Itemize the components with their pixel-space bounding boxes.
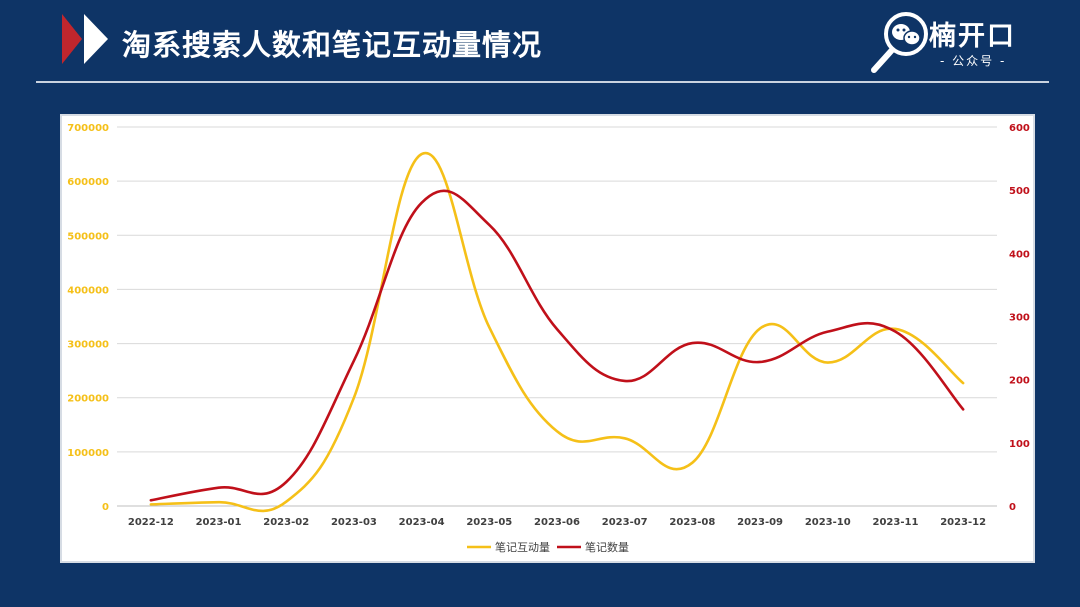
line-chart: 0 100000 200000 300000 400000 500000 600000 700…: [67, 123, 1030, 554]
x-tick-label: 2023-11: [873, 517, 919, 528]
x-tick-label: 2023-03: [331, 517, 377, 528]
series-line-1: [149, 151, 965, 513]
legend-label: 笔记数量: [585, 540, 629, 554]
triangle-logo-icon: [62, 14, 108, 64]
y-right-tick-label: 0: [1009, 502, 1016, 513]
x-tick-label: 2023-08: [669, 517, 715, 528]
y-left-tick-label: 100000: [67, 448, 109, 459]
y-left-tick-label: 700000: [67, 123, 109, 134]
y-left-tick-label: 600000: [67, 177, 109, 188]
y-right-tick-label: 500: [1009, 186, 1030, 197]
brand-subtitle: - 公众号 -: [940, 54, 1007, 68]
x-tick-label: 2023-06: [534, 517, 580, 528]
x-tick-label: 2023-12: [940, 517, 986, 528]
x-tick-label: 2023-10: [805, 517, 851, 528]
legend-label: 笔记互动量: [495, 540, 550, 554]
series-line-2: [149, 189, 965, 502]
y-left-tick-label: 400000: [67, 285, 109, 296]
x-tick-label: 2023-04: [399, 517, 445, 528]
y-right-tick-label: 200: [1009, 376, 1030, 387]
chart-panel: 0 100000 200000 300000 400000 500000 600000 700…: [60, 114, 1035, 563]
x-tick-label: 2023-05: [466, 517, 512, 528]
x-tick-label: 2023-09: [737, 517, 783, 528]
y-right-tick-label: 100: [1009, 439, 1030, 450]
y-left-tick-label: 500000: [67, 231, 109, 242]
page-title: 淘系搜索人数和笔记互动量情况: [122, 28, 543, 62]
magnifier-wechat-icon: [871, 12, 928, 73]
x-tick-label: 2023-07: [602, 517, 648, 528]
y-right-tick-label: 300: [1009, 313, 1030, 324]
x-tick-label: 2023-02: [263, 517, 309, 528]
y-left-tick-label: 0: [102, 502, 109, 513]
y-right-tick-label: 400: [1009, 249, 1030, 260]
x-tick-label: 2022-12: [128, 517, 174, 528]
y-left-tick-label: 200000: [67, 394, 109, 405]
y-left-tick-label: 300000: [67, 340, 109, 351]
y-right-tick-label: 600: [1009, 123, 1030, 134]
x-tick-label: 2023-01: [196, 517, 242, 528]
brand-name: 楠开口: [929, 21, 1016, 52]
header-divider: [36, 81, 1049, 83]
